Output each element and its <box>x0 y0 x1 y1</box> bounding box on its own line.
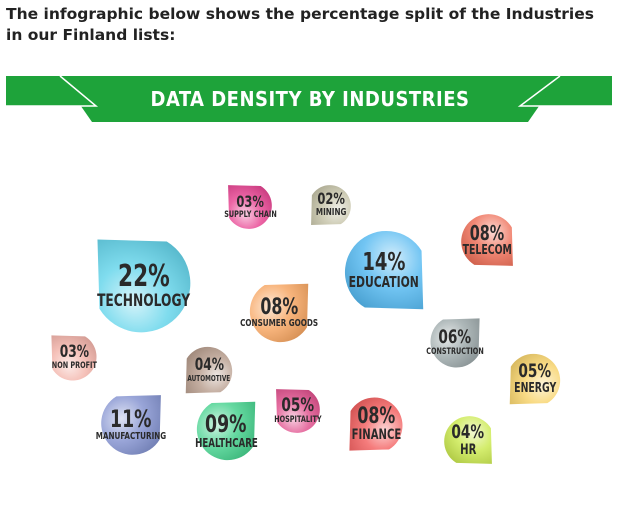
bubble-fill-consumer-goods <box>249 283 309 343</box>
bubble-label-hospitality: 05% HOSPITALITY <box>265 378 331 444</box>
value-label-construction: 06% <box>438 326 472 349</box>
bubble-label-energy: 05% ENERGY <box>497 341 573 417</box>
bubble-shape-finance <box>349 397 403 451</box>
category-label-manufacturing: MANUFACTURING <box>95 431 167 443</box>
bubble-fill-energy <box>509 353 561 405</box>
value-label-hospitality: 05% <box>281 394 315 417</box>
bubble-label-automotive: 04% AUTOMOTIVE <box>174 335 244 405</box>
category-label-technology: TECHNOLOGY <box>97 290 191 311</box>
value-label-telecom: 08% <box>469 220 505 245</box>
value-label-energy: 05% <box>518 360 552 383</box>
bubble-shape-supply-chain <box>228 185 272 229</box>
chart-title: DATA DENSITY BY INDUSTRIES <box>150 87 470 111</box>
bubble-shape-construction <box>430 318 480 368</box>
bubble-label-consumer-goods: 08% CONSUMER GOODS <box>235 269 323 357</box>
bubble-construction: 06% CONSTRUCTION <box>418 306 492 380</box>
bubble-label-construction: 06% CONSTRUCTION <box>418 306 492 380</box>
value-label-mining: 02% <box>317 189 345 209</box>
bubble-fill-construction <box>430 318 480 368</box>
bubble-shape-hospitality <box>276 389 320 433</box>
category-label-hospitality: HOSPITALITY <box>274 415 322 426</box>
bubble-label-telecom: 08% TELECOM <box>448 201 526 279</box>
category-label-consumer-goods: CONSUMER GOODS <box>240 318 318 330</box>
category-label-finance: FINANCE <box>351 427 401 444</box>
bubble-label-technology: 22% TECHNOLOGY <box>74 216 214 356</box>
bubble-fill-automotive <box>185 346 233 394</box>
category-label-energy: ENERGY <box>513 381 557 397</box>
value-label-healthcare: 09% <box>205 410 247 439</box>
bubble-finance: 08% FINANCE <box>336 384 416 464</box>
value-label-finance: 08% <box>357 404 395 430</box>
bubble-label-supply-chain: 03% SUPPLY CHAIN <box>217 174 283 240</box>
bubble-fill-hr <box>444 416 492 464</box>
bubble-consumer-goods: 08% CONSUMER GOODS <box>235 269 323 357</box>
bubble-mining: 02% MINING <box>301 175 361 235</box>
bubble-label-finance: 08% FINANCE <box>336 384 416 464</box>
category-label-education: EDUCATION <box>348 273 420 292</box>
banner-ribbon <box>6 75 612 122</box>
value-label-non-profit: 03% <box>59 342 89 363</box>
bubble-shape-technology <box>97 239 191 333</box>
bubble-shape-automotive <box>185 346 233 394</box>
value-label-consumer-goods: 08% <box>260 295 298 321</box>
bubble-fill-telecom <box>461 214 513 266</box>
banner-fold-left <box>6 75 99 107</box>
category-label-non-profit: NON PROFIT <box>51 361 97 372</box>
bubble-label-hr: 04% HR <box>432 404 504 476</box>
bubble-shape-hr <box>444 416 492 464</box>
value-label-automotive: 04% <box>194 354 224 375</box>
bubble-shape-energy <box>509 353 561 405</box>
bubble-fill-technology <box>97 239 191 333</box>
bubble-manufacturing: 11% MANUFACTURING <box>86 380 176 470</box>
value-label-education: 14% <box>362 247 406 276</box>
bubble-education: 14% EDUCATION <box>325 211 443 329</box>
bubble-label-mining: 02% MINING <box>301 175 361 235</box>
bubble-label-healthcare: 09% HEALTHCARE <box>182 387 270 475</box>
bubble-fill-supply-chain <box>228 185 272 229</box>
bubble-shape-non-profit <box>51 335 97 381</box>
bubble-hr: 04% HR <box>432 404 504 476</box>
category-label-telecom: TELECOM <box>462 242 512 258</box>
banner-ribbon-main <box>60 76 560 122</box>
bubble-label-non-profit: 03% NON PROFIT <box>40 324 108 392</box>
banner-fold-right <box>517 75 612 107</box>
bubble-shape-healthcare <box>196 401 256 461</box>
bubble-shape-consumer-goods <box>249 283 309 343</box>
value-label-technology: 22% <box>118 259 170 295</box>
bubble-healthcare: 09% HEALTHCARE <box>182 387 270 475</box>
bubble-fill-finance <box>349 397 403 451</box>
category-label-healthcare: HEALTHCARE <box>194 436 258 451</box>
bubble-supply-chain: 03% SUPPLY CHAIN <box>217 174 283 240</box>
bubble-technology: 22% TECHNOLOGY <box>74 216 214 356</box>
value-label-manufacturing: 11% <box>110 405 152 434</box>
bubble-hospitality: 05% HOSPITALITY <box>265 378 331 444</box>
bubble-non-profit: 03% NON PROFIT <box>40 324 108 392</box>
bubble-shape-manufacturing <box>101 395 161 455</box>
intro-text: The infographic below shows the percenta… <box>6 5 594 44</box>
bubble-label-manufacturing: 11% MANUFACTURING <box>86 380 176 470</box>
bubble-fill-education <box>344 230 424 310</box>
category-label-hr: HR <box>459 441 477 458</box>
value-label-hr: 04% <box>451 420 485 443</box>
bubble-fill-hospitality <box>276 389 320 433</box>
value-label-supply-chain: 03% <box>236 191 264 211</box>
category-label-mining: MINING <box>315 207 347 219</box>
bubble-shape-mining <box>311 185 351 225</box>
bubble-fill-healthcare <box>196 401 256 461</box>
bubble-label-education: 14% EDUCATION <box>325 211 443 329</box>
bubble-shape-telecom <box>461 214 513 266</box>
category-label-automotive: AUTOMOTIVE <box>187 373 231 383</box>
bubble-fill-mining <box>311 185 351 225</box>
bubble-shape-education <box>344 230 424 310</box>
bubble-telecom: 08% TELECOM <box>448 201 526 279</box>
bubble-automotive: 04% AUTOMOTIVE <box>174 335 244 405</box>
category-label-supply-chain: SUPPLY CHAIN <box>223 209 277 220</box>
bubble-energy: 05% ENERGY <box>497 341 573 417</box>
category-label-construction: CONSTRUCTION <box>426 347 484 358</box>
